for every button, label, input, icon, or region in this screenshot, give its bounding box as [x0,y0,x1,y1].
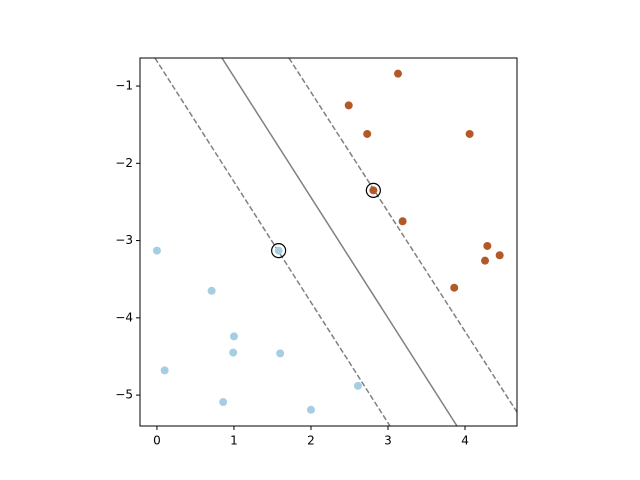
data-point [160,366,169,375]
y-tick-label: −3 [115,233,133,247]
data-point [207,286,216,295]
margin-line [154,58,391,426]
plot-area [152,58,517,426]
data-point [495,251,504,260]
data-point [306,405,315,414]
support-vector [271,243,287,259]
data-point [483,241,492,250]
data-point [450,283,459,292]
x-tick-label: 1 [230,434,238,448]
x-tick-label: 2 [307,434,315,448]
data-point [394,69,403,78]
y-tick-label: −1 [115,79,133,93]
data-point [219,398,228,407]
data-point [353,381,362,390]
data-point [481,256,490,265]
x-tick-label: 3 [384,434,392,448]
data-point [229,332,238,341]
data-point [152,246,161,255]
data-point [369,186,378,195]
axes-frame [139,57,518,427]
y-tick-label: −5 [115,388,133,402]
y-tick-label: −4 [115,310,133,324]
data-point [398,217,407,226]
data-point [465,129,474,138]
margin-line [288,58,517,413]
decision-line [221,58,458,426]
data-point [274,246,283,255]
x-tick-label: 0 [153,434,161,448]
data-point [229,348,238,357]
data-point [344,101,353,110]
y-tick-label: −2 [115,156,133,170]
support-vector [365,182,381,198]
x-tick-label: 4 [461,434,469,448]
data-point [276,349,285,358]
data-point [363,129,372,138]
